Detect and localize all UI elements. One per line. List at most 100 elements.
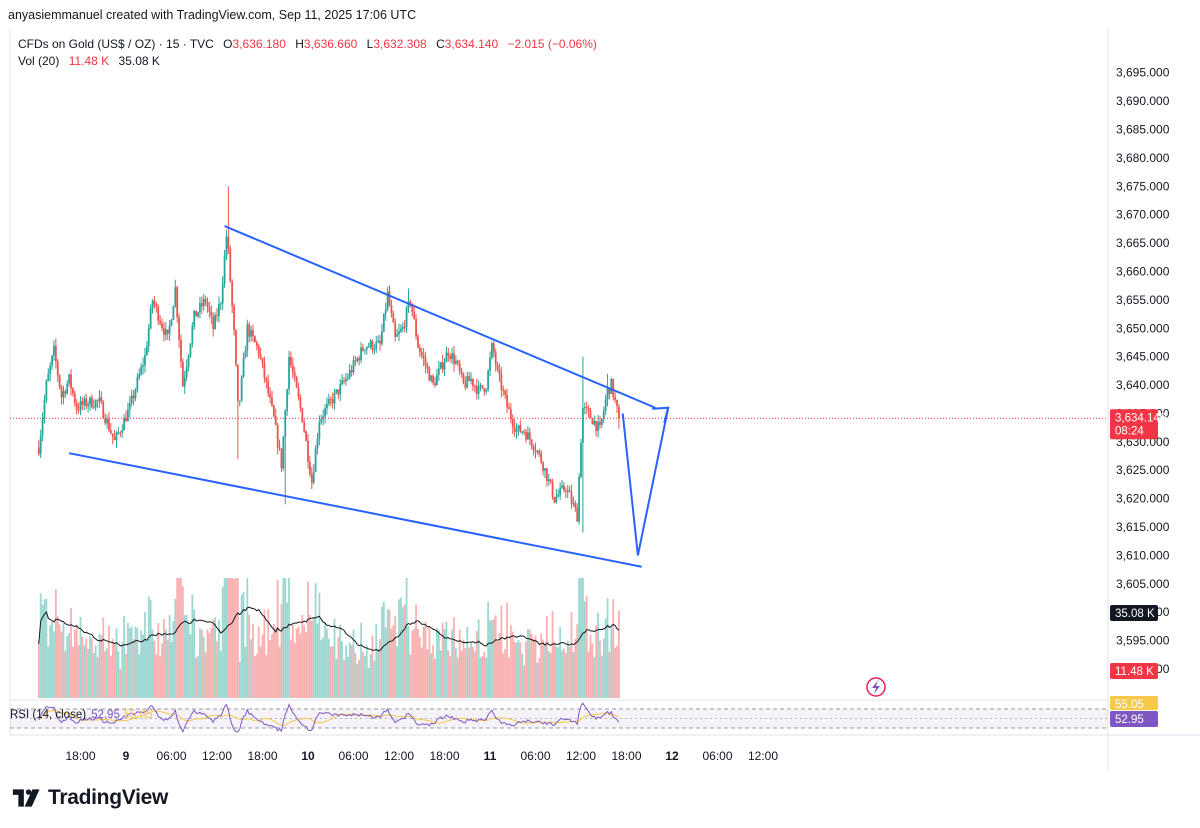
volume-bar — [527, 629, 529, 698]
volume-bar — [616, 645, 618, 698]
candle-body — [189, 343, 192, 356]
volume-bar — [113, 643, 116, 698]
candle-body — [335, 389, 338, 393]
symbol-name[interactable]: CFDs on Gold (US$ / OZ) · 15 · TVC — [18, 37, 214, 51]
volume-bar — [68, 633, 71, 698]
volume-bar — [119, 668, 122, 698]
volume-bar — [238, 661, 241, 698]
candle-body — [310, 474, 313, 483]
candle-body — [413, 312, 416, 320]
support-trendline — [68, 452, 642, 568]
candle-body — [288, 357, 290, 390]
rsi-label-text[interactable]: RSI (14, close) — [10, 709, 87, 721]
volume-bar — [126, 622, 129, 698]
y-tick-label: 3,675.000 — [1116, 179, 1170, 193]
candle-body — [225, 236, 228, 256]
lightning-icon[interactable] — [866, 677, 886, 697]
candle-body — [509, 409, 512, 419]
current-price-tag-text: 08:24 — [1115, 425, 1144, 437]
candle-body — [90, 397, 93, 408]
rsi-ma-line — [38, 709, 620, 726]
volume-bar — [585, 595, 588, 698]
volume-bar — [157, 623, 160, 698]
candle-body — [240, 376, 243, 401]
volume-bar — [341, 641, 344, 698]
volume-bar — [305, 632, 308, 698]
volume-bar — [72, 646, 74, 698]
candle-body — [610, 379, 613, 394]
candle-body — [308, 461, 311, 475]
candle-body — [305, 431, 308, 441]
volume-group — [37, 578, 620, 698]
candle-body — [125, 417, 127, 422]
candle-body — [583, 406, 586, 408]
candle-body — [420, 351, 423, 356]
volume-bar — [470, 642, 472, 698]
volume-bar — [352, 629, 355, 698]
candle-body — [449, 355, 452, 359]
candle-body — [468, 376, 471, 382]
volume-bar — [138, 654, 141, 698]
volume-label[interactable]: Vol (20) — [18, 54, 60, 68]
volume-bar — [500, 605, 503, 698]
candle-body — [599, 421, 601, 425]
candle-body — [183, 377, 186, 387]
candle-body — [458, 363, 461, 372]
volume-bar — [430, 653, 433, 698]
volume-bar — [468, 647, 471, 698]
candle-body — [73, 393, 76, 404]
candle-body — [595, 420, 598, 431]
volume-bar — [269, 639, 271, 698]
volume-bar — [449, 656, 452, 698]
candle-body — [511, 418, 514, 427]
volume-bar — [599, 640, 601, 698]
volume-bar — [322, 637, 325, 698]
x-tick-label: 18:00 — [611, 749, 641, 763]
volume-bar — [174, 598, 177, 698]
candle-body — [460, 371, 463, 374]
volume-bar — [540, 633, 543, 698]
candle-body — [62, 391, 65, 398]
volume-bar — [525, 641, 527, 698]
volume-bar — [246, 578, 249, 698]
low-label: L — [366, 37, 374, 51]
candle-body — [121, 430, 124, 433]
candle-body — [149, 308, 152, 329]
candle-body — [115, 432, 118, 441]
y-tick-label: 3,620.000 — [1116, 492, 1170, 506]
candle-body — [544, 468, 546, 471]
candle-body — [538, 451, 541, 454]
volume-bar — [492, 618, 495, 698]
volume-bar — [458, 629, 461, 698]
x-tick-label: 06:00 — [702, 749, 732, 763]
volume-bar — [216, 641, 218, 698]
x-tick-label: 06:00 — [520, 749, 550, 763]
candle-body — [236, 364, 239, 401]
candle-body — [221, 283, 224, 304]
candle-body — [77, 409, 80, 411]
volume-bar — [454, 647, 457, 698]
candle-body — [235, 330, 237, 365]
volume-bar — [523, 665, 526, 698]
open-label: O — [223, 37, 233, 51]
volume-bar — [375, 624, 378, 698]
y-tick-label: 3,645.000 — [1116, 350, 1170, 364]
candle-body — [388, 291, 391, 306]
volume-bar — [316, 623, 319, 698]
candle-body — [445, 352, 448, 363]
volume-bar — [487, 601, 490, 698]
volume-bar — [426, 649, 429, 698]
candle-body — [587, 408, 590, 411]
candle-body — [172, 306, 175, 320]
volume-bar — [73, 630, 76, 698]
rsi-value-tag-bg — [1110, 711, 1158, 727]
candle-body — [597, 421, 599, 431]
x-tick-label: 18:00 — [429, 749, 459, 763]
candle-body — [329, 399, 332, 401]
volume-bar — [513, 641, 516, 698]
candle-body — [70, 374, 72, 389]
candle-body — [284, 410, 287, 437]
candle-body — [307, 440, 309, 462]
candle-body — [248, 324, 251, 337]
